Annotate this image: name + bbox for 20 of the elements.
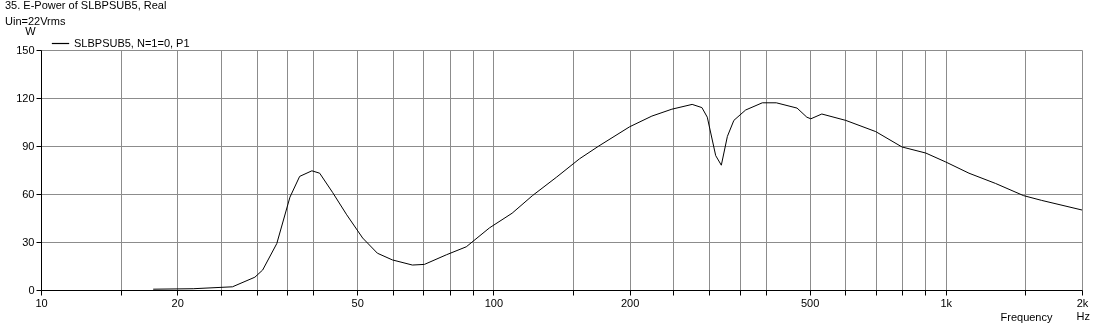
- x-tick-label: 10: [35, 296, 48, 309]
- x-tick-label: 1k: [940, 296, 953, 309]
- y-tick-label: 30: [22, 235, 35, 248]
- x-axis-title: Frequency: [1000, 310, 1053, 323]
- x-tick-label: 20: [171, 296, 184, 309]
- legend-label: SLBPSUB5, N=1=0, P1: [74, 36, 190, 49]
- x-tick-label: 500: [800, 296, 820, 309]
- x-tick-label: 2k: [1076, 296, 1089, 309]
- y-tick-label: 120: [16, 91, 35, 104]
- x-tick-label: 100: [484, 296, 504, 309]
- chart-title: 35. E-Power of SLBPSUB5, Real: [5, 0, 167, 11]
- y-tick-label: 0: [28, 283, 35, 296]
- y-tick-label: 90: [22, 139, 35, 152]
- text: Hz: [1076, 310, 1090, 322]
- x-tick-label: 200: [620, 296, 640, 309]
- y-tick-label: 150: [16, 43, 35, 56]
- y-axis-title: W: [25, 24, 37, 37]
- chart-subtitle: Uin=22Vrms: [5, 15, 66, 27]
- x-tick-label: 50: [351, 296, 364, 309]
- y-tick-label: 60: [22, 187, 35, 200]
